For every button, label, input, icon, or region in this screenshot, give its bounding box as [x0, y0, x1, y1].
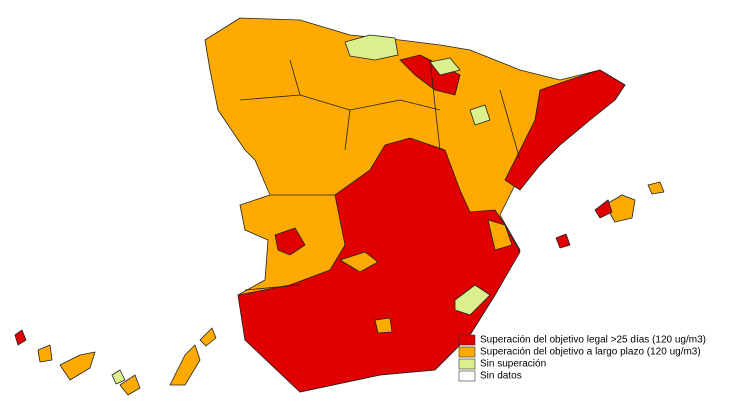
- region: [647, 181, 665, 195]
- legend-swatch: [458, 346, 476, 358]
- region: [429, 57, 461, 76]
- region: [504, 69, 626, 191]
- region: [37, 344, 53, 363]
- legend-label: Sin datos: [480, 371, 522, 382]
- legend-swatch: [458, 334, 476, 346]
- legend-label: Sin superación: [480, 359, 546, 370]
- region: [237, 137, 521, 393]
- legend: Superación del objetivo legal >25 días (…: [458, 334, 706, 382]
- region: [454, 284, 491, 316]
- region: [199, 327, 217, 347]
- region: [604, 194, 636, 223]
- region: [14, 329, 27, 346]
- legend-label: Superación del objetivo a largo plazo (1…: [480, 347, 701, 358]
- legend-swatch: [458, 358, 476, 370]
- region: [119, 374, 141, 396]
- region: [399, 54, 461, 96]
- legend-swatch: [458, 370, 476, 382]
- legend-label: Superación del objetivo legal >25 días (…: [480, 335, 706, 346]
- region: [274, 227, 306, 256]
- region: [594, 199, 613, 219]
- region: [169, 344, 201, 386]
- region: [374, 317, 393, 334]
- region: [59, 351, 96, 381]
- region: [487, 219, 513, 251]
- region: [344, 34, 399, 61]
- map: [14, 17, 665, 396]
- region: [555, 233, 571, 249]
- region: [469, 104, 491, 126]
- region: [339, 251, 379, 273]
- region: [111, 369, 126, 385]
